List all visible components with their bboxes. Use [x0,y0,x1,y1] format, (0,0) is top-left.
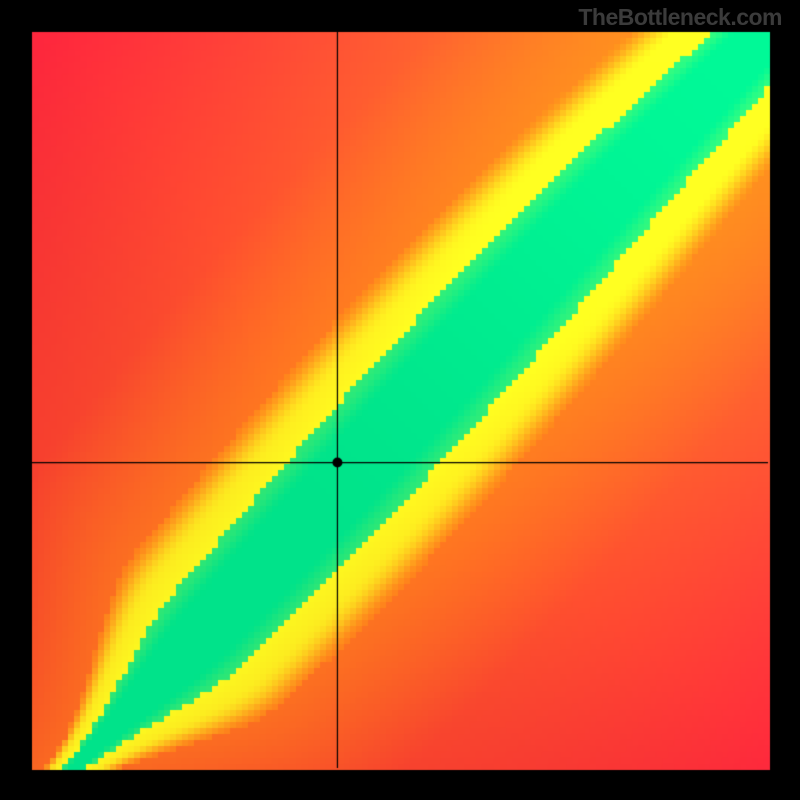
watermark-text: TheBottleneck.com [578,4,782,31]
heatmap-canvas [0,0,800,800]
chart-container: TheBottleneck.com [0,0,800,800]
